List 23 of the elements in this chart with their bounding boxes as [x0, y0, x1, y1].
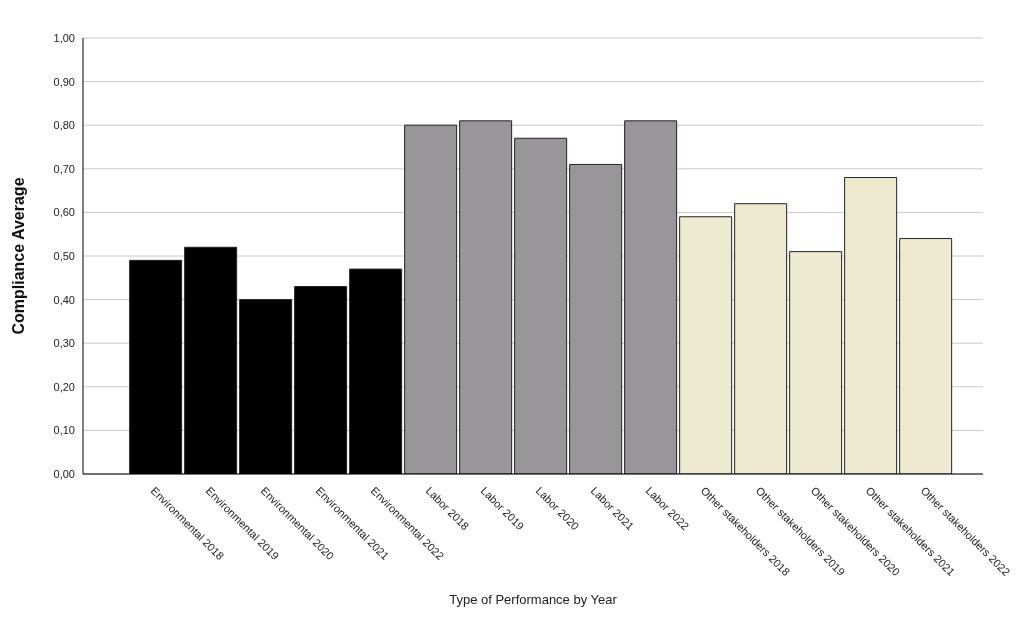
bar: [679, 216, 733, 474]
y-tick-label: 0,90: [53, 75, 75, 88]
bar: [514, 137, 568, 474]
y-tick-label: 0,00: [53, 467, 75, 480]
y-tick-label: 0,30: [53, 337, 75, 350]
bar: [899, 238, 953, 474]
x-axis-title: Type of Performance by Year: [449, 592, 618, 607]
bar: [624, 120, 678, 474]
y-axis-title: Compliance Average: [9, 177, 27, 335]
y-tick-label: 0,10: [53, 424, 75, 437]
bar: [569, 163, 623, 474]
bar: [734, 203, 788, 474]
bar: [404, 124, 458, 474]
y-tick-label: 0,70: [53, 162, 75, 175]
y-tick-label: 0,80: [53, 119, 75, 132]
y-tick-label: 1,00: [53, 31, 75, 44]
y-tick-label: 0,60: [53, 206, 75, 219]
y-tick-label: 0,50: [53, 249, 75, 262]
y-tick-label: 0,40: [53, 293, 75, 306]
bar: [789, 251, 843, 474]
bar: [459, 120, 513, 474]
bar: [844, 177, 898, 474]
y-tick-label: 0,20: [53, 380, 75, 393]
